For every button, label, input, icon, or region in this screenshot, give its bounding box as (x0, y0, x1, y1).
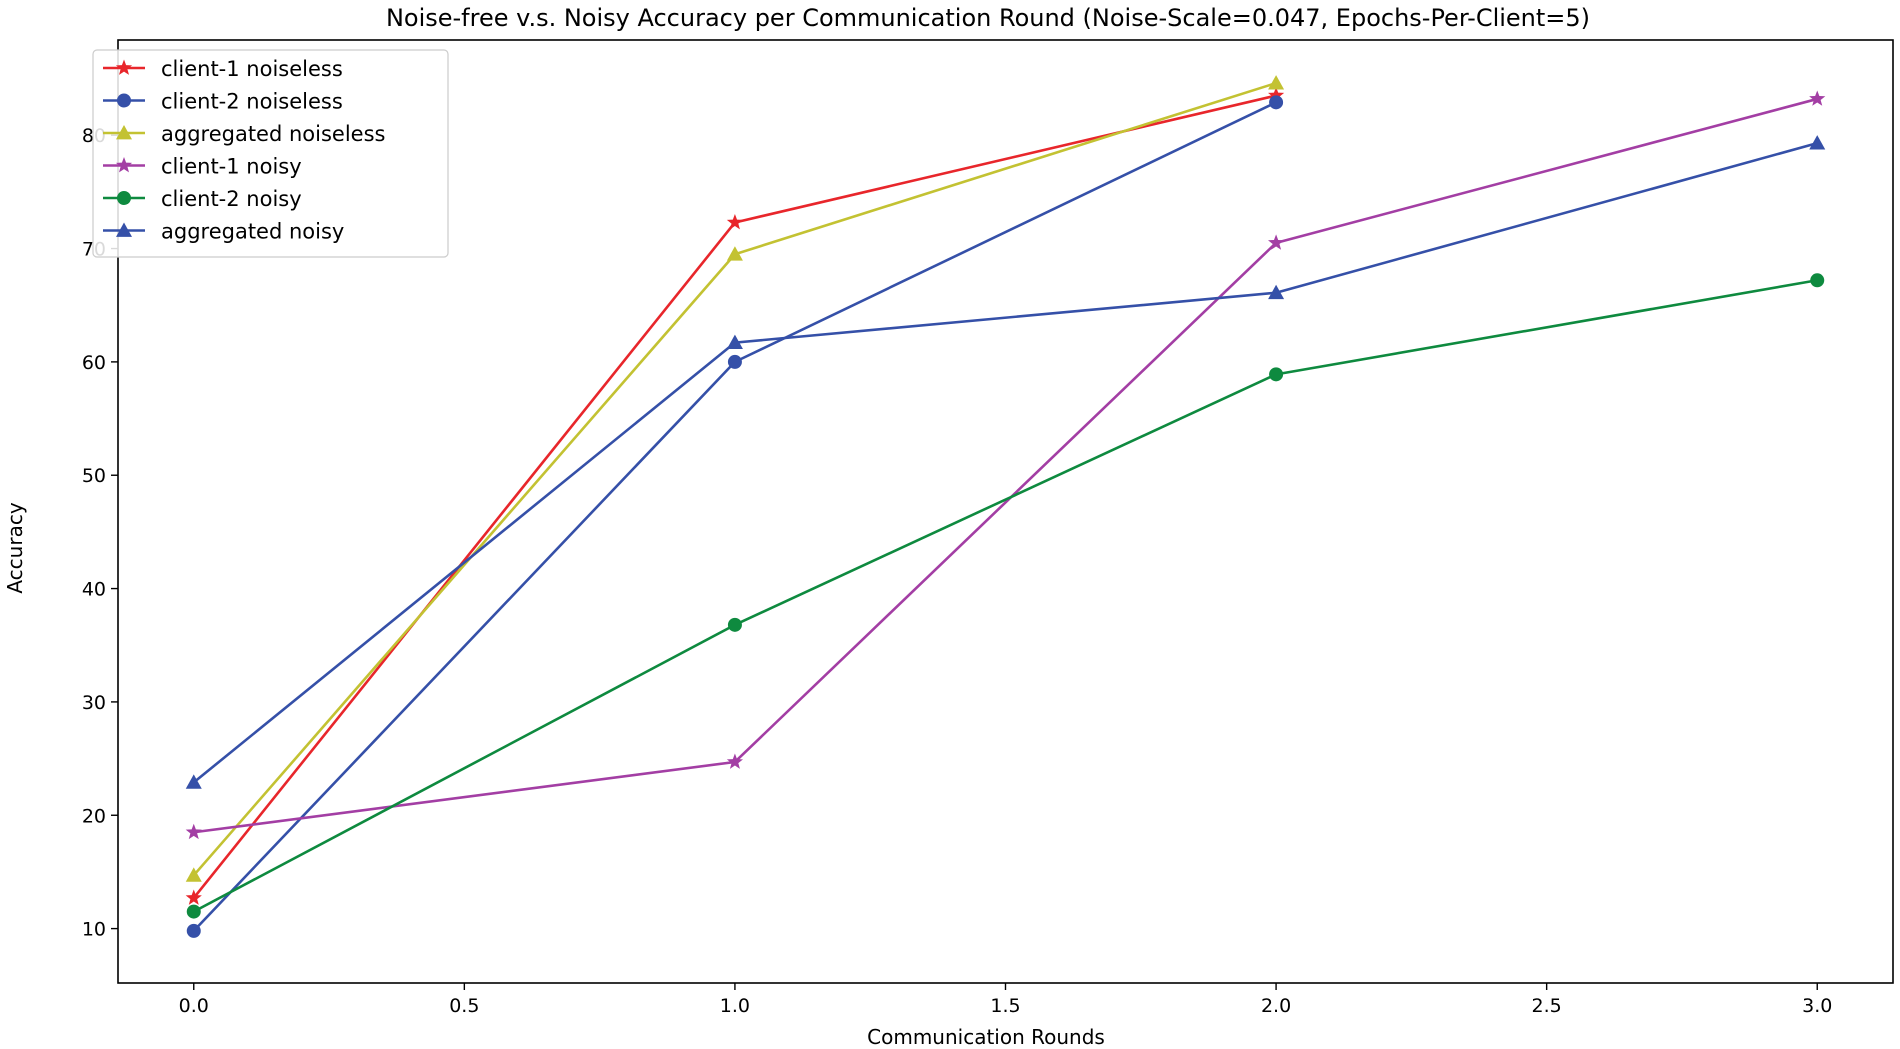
series-aggregated-noisy (185, 135, 1826, 789)
legend-marker (116, 125, 132, 140)
data-point (1268, 234, 1285, 250)
legend-label: aggregated noiseless (161, 122, 385, 146)
series-layer (185, 75, 1826, 938)
data-point (1809, 135, 1826, 150)
x-tick-label: 1.5 (990, 995, 1020, 1017)
data-point (185, 867, 202, 882)
y-tick-label: 50 (82, 465, 106, 487)
y-tick-label: 40 (82, 579, 106, 601)
series-line (193, 97, 1818, 834)
legend-entry: client-2 noiseless (103, 90, 343, 114)
y-tick-label: 60 (82, 352, 106, 374)
data-point (1269, 95, 1284, 110)
legend-label: client-1 noiseless (161, 57, 343, 81)
series-line (192, 141, 1818, 784)
legend-marker (117, 191, 131, 205)
y-tick-label: 20 (82, 805, 106, 827)
x-tick-label: 2.0 (1261, 995, 1291, 1017)
legend-marker (117, 93, 131, 108)
series-client-1-noisy (185, 90, 1826, 840)
data-point (185, 823, 202, 840)
x-tick-label: 0.5 (449, 995, 479, 1017)
legend: client-1 noiseless client-2 noiseless aggr… (92, 49, 449, 258)
legend-entry: aggregated noisy (103, 220, 344, 244)
series-client-2-noiseless (186, 95, 1284, 938)
legend-label: client-2 noiseless (161, 90, 343, 114)
data-point (727, 617, 742, 632)
legend-label: client-1 noisy (161, 155, 302, 179)
series-client-2-noisy (186, 273, 1825, 919)
y-axis-label: Accuracy (3, 502, 27, 593)
data-point (726, 213, 743, 230)
legend-entry: client-1 noisy (103, 155, 302, 179)
x-tick-label: 2.5 (1532, 995, 1562, 1017)
x-axis-label: Communication Rounds (867, 1025, 1105, 1049)
data-point (1809, 90, 1826, 106)
data-point (1268, 284, 1285, 300)
legend-box (92, 49, 449, 258)
legend-entry: client-1 noiseless (103, 57, 343, 81)
x-axis-ticks: 0.0 0.5 1.0 1.5 2.0 2.5 3.0 (179, 983, 1832, 1017)
data-point (1269, 367, 1284, 382)
series-client-1-noiseless (185, 87, 1285, 905)
x-tick-label: 0.0 (179, 995, 209, 1017)
data-point (1268, 75, 1285, 90)
x-tick-label: 1.0 (720, 995, 750, 1017)
data-point (185, 889, 202, 905)
data-point (727, 354, 742, 369)
y-tick-label: 30 (82, 692, 106, 714)
data-point (185, 774, 202, 789)
legend-marker (116, 222, 132, 237)
data-point (726, 753, 743, 769)
chart-title: Noise-free v.s. Noisy Accuracy per Commu… (386, 4, 1590, 32)
legend-label: client-2 noisy (161, 187, 302, 211)
series-line (193, 278, 1818, 913)
x-tick-label: 3.0 (1802, 995, 1832, 1017)
legend-marker (115, 59, 133, 75)
y-tick-label: 10 (82, 919, 106, 941)
legend-marker (115, 157, 133, 173)
data-point (1268, 87, 1285, 103)
data-point (726, 246, 743, 261)
series-aggregated-noiseless (185, 75, 1285, 882)
data-point (726, 334, 743, 350)
data-point (186, 904, 201, 919)
legend-entry: client-2 noisy (103, 187, 302, 211)
legend-entry: aggregated noiseless (103, 122, 385, 146)
legend-label: aggregated noisy (161, 220, 344, 244)
data-point (1810, 273, 1825, 288)
data-point (186, 923, 201, 938)
